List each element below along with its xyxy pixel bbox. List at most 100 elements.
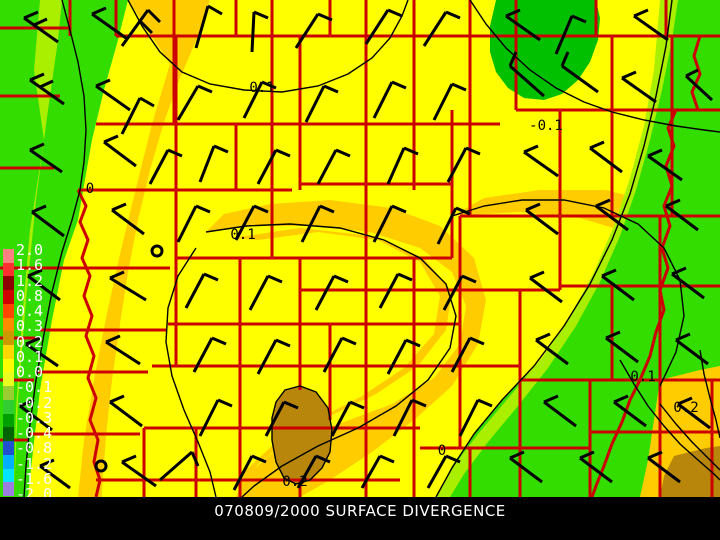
contour-label: 0.1 (249, 80, 274, 96)
wind-barb (436, 206, 471, 245)
wind-barb (378, 272, 413, 309)
wind-barb (647, 148, 683, 182)
wind-barb (148, 148, 183, 185)
wind-barb (111, 202, 145, 236)
wind-barb (242, 80, 277, 119)
wind-barb (95, 78, 131, 112)
wind-barb (392, 398, 427, 437)
wind-barb (677, 396, 711, 430)
wind-barb (360, 454, 395, 489)
wind-barb (633, 8, 669, 42)
wind-barb (560, 51, 599, 94)
wind-barb (621, 70, 657, 104)
wind-barb (554, 14, 587, 55)
wind-barb (198, 144, 229, 183)
wind-barb (322, 336, 357, 373)
wind-barb (264, 400, 299, 437)
colorbar-swatch-4 (3, 303, 14, 318)
wind-barb (109, 270, 147, 302)
colorbar-swatch-10 (3, 386, 14, 400)
contour-label: -0.1 (529, 118, 563, 134)
wind-barb (432, 82, 467, 121)
wind-barb (442, 274, 477, 311)
wind-barb (535, 332, 569, 366)
wind-barb (103, 134, 137, 168)
contour-labels: 0.1 -0.1 0 0.1 0.1 0.2 0 0.2 (86, 80, 699, 490)
wind-barb (121, 454, 157, 488)
weather-map-canvas[interactable]: 0.1 -0.1 0 0.1 0.1 0.2 0 0.2 2.0 1.6 1.2 0.… (0, 0, 720, 497)
wind-barb (364, 8, 403, 45)
wind-barb (256, 148, 291, 185)
wind-barb (19, 398, 53, 432)
wind-barb (508, 51, 545, 98)
contour-label: 0.1 (630, 369, 655, 385)
contour-label: 0.2 (673, 400, 698, 416)
wind-barb (509, 450, 543, 484)
wind-barb (589, 140, 623, 174)
wind-barb (304, 84, 339, 123)
wind-barb (665, 198, 699, 232)
wind-barb (109, 394, 143, 428)
colorbar-swatch-12 (3, 413, 14, 428)
wind-barb (386, 146, 419, 185)
wind-barb (314, 274, 349, 311)
wind-barb (120, 96, 155, 135)
wind-barb (192, 336, 227, 373)
colorbar-swatch-6 (3, 331, 14, 346)
wind-barb (613, 394, 647, 428)
colorbar-swatch-16 (3, 468, 14, 483)
wind-barb (386, 338, 421, 375)
wind-barb (684, 68, 714, 102)
contour-label: 0.1 (230, 227, 255, 243)
wind-barb (91, 6, 127, 40)
wind-barb (605, 330, 639, 364)
wind-barb (232, 454, 267, 491)
colorbar-swatch-14 (3, 441, 14, 455)
contour-label: 0 (86, 181, 94, 197)
wind-barb (671, 266, 705, 300)
wind-barb (176, 84, 213, 121)
wind-barb (372, 204, 407, 243)
colorbar-swatch-3 (3, 290, 14, 304)
wind-barbs (19, 4, 714, 491)
wind-barb (426, 454, 461, 489)
colorbar-swatch-7 (3, 345, 14, 359)
wind-barb (184, 272, 219, 309)
station-markers[interactable] (94, 244, 164, 473)
contour-label: 0.2 (282, 474, 307, 490)
wind-barb (25, 336, 59, 368)
wind-barb (300, 204, 335, 243)
wind-barb (120, 8, 162, 47)
wind-barb (543, 394, 577, 428)
wind-barb (529, 270, 563, 304)
colorbar-swatch-9 (3, 372, 14, 387)
wind-barb (647, 450, 681, 484)
wind-barb (159, 450, 200, 482)
colorbar-swatch-0 (3, 249, 14, 263)
wind-barb (450, 336, 485, 373)
station-marker[interactable] (94, 459, 108, 473)
colorbar-swatch-1 (3, 262, 14, 277)
wind-barb (256, 338, 291, 375)
wind-barb (330, 400, 365, 437)
wind-barb (458, 398, 493, 437)
wind-barb (194, 4, 223, 49)
wind-barb (29, 72, 65, 106)
wind-barb (248, 274, 283, 311)
colorbar-swatch-2 (3, 276, 14, 291)
region-gold-center (206, 200, 486, 497)
wind-barb (525, 202, 559, 236)
wind-barb (505, 8, 541, 42)
page-title: 070809/2000 SURFACE DIVERGENCE (214, 502, 506, 520)
wind-barb (23, 10, 59, 44)
wind-barb (422, 10, 461, 47)
colorbar-swatch-5 (3, 317, 14, 332)
wind-barb (198, 398, 233, 437)
wind-barb (601, 268, 635, 302)
divergence-colorbar (3, 249, 14, 496)
wind-barb (31, 204, 65, 238)
station-marker[interactable] (150, 244, 164, 258)
contour-label: 0 (438, 443, 446, 459)
wind-barb (675, 332, 709, 366)
